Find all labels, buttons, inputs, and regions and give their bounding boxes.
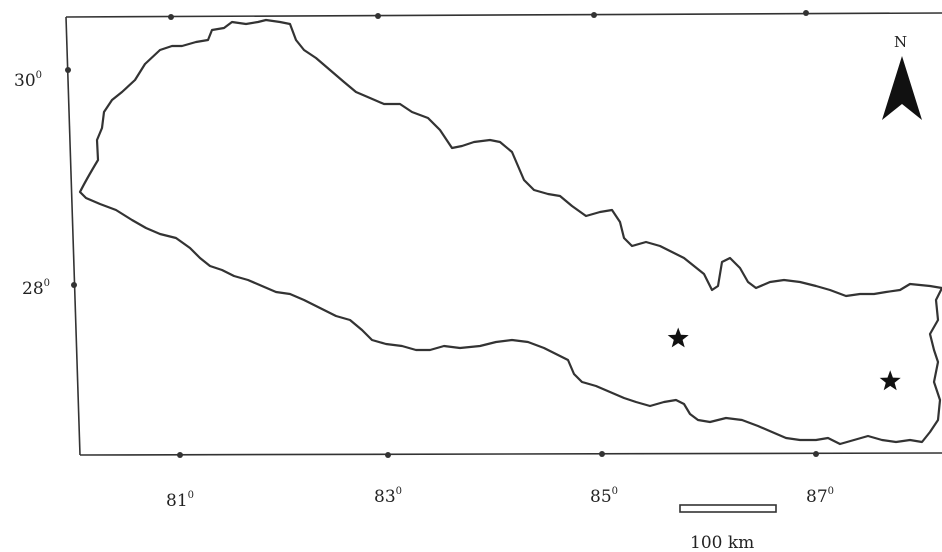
latitude-label-28: 280 [22, 278, 50, 299]
latitude-label-30: 300 [14, 70, 42, 91]
longitude-label-81: 810 [166, 490, 194, 511]
map-frame [65, 12, 942, 456]
longitude-label-85: 850 [590, 486, 618, 507]
country-outline [78, 18, 942, 446]
longitude-labels: 810 830 850 870 [166, 486, 834, 511]
north-label: N [894, 33, 907, 51]
star-icon [667, 327, 689, 348]
longitude-label-83: 830 [374, 486, 402, 507]
north-arrow-icon: N [882, 33, 922, 120]
frame-ticks [65, 10, 819, 458]
latitude-labels: 300 280 [14, 70, 50, 299]
scale-bar-label: 100 km [690, 533, 754, 552]
star-icon [879, 370, 901, 391]
scale-bar: 100 km [679, 504, 777, 552]
longitude-label-87: 870 [806, 486, 834, 507]
site-markers [667, 327, 901, 391]
